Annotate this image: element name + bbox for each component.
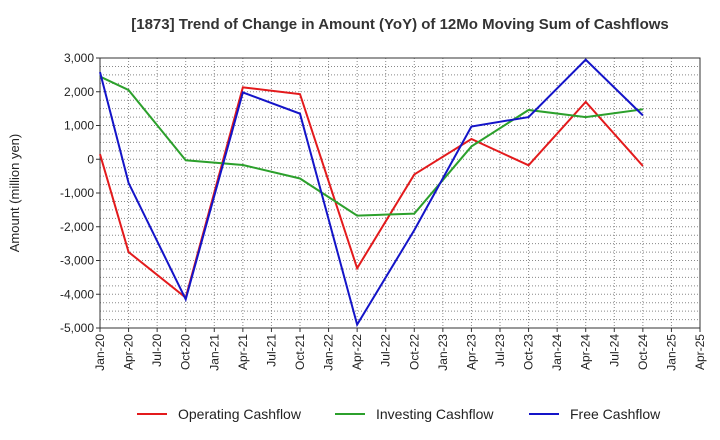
x-tick-label: Jul-24	[607, 334, 621, 367]
x-tick-label: Apr-22	[350, 334, 364, 370]
y-tick-label: 2,000	[64, 85, 94, 99]
x-tick-label: Apr-21	[236, 334, 250, 370]
x-tick-label: Apr-24	[579, 334, 593, 370]
x-tick-label: Apr-25	[693, 334, 707, 370]
y-axis-label: Amount (million yen)	[7, 134, 22, 253]
x-tick-label: Apr-20	[122, 334, 136, 370]
x-tick-label: Jul-21	[264, 334, 278, 367]
y-tick-label: -3,000	[60, 254, 94, 268]
legend: Operating Cashflow Investing Cashflow Free…	[137, 406, 661, 422]
x-tick-label: Oct-20	[179, 334, 193, 370]
y-tick-label: 3,000	[64, 51, 94, 65]
x-tick-label: Jan-24	[550, 334, 564, 371]
x-axis-ticks: Jan-20 Apr-20 Jul-20 Oct-20 Jan-21 Apr-21 Jul-…	[93, 328, 707, 371]
y-tick-label: 1,000	[64, 119, 94, 133]
x-tick-label: Jan-25	[664, 334, 678, 371]
series-line-operating-cashflow	[99, 86, 644, 300]
x-tick-label: Jan-21	[207, 334, 221, 371]
x-tick-label: Jul-22	[379, 334, 393, 367]
x-tick-label: Oct-21	[293, 334, 307, 370]
series-line-investing-cashflow	[99, 75, 643, 217]
x-tick-label: Apr-23	[464, 334, 478, 370]
legend-label-free-cashflow: Free Cashflow	[570, 406, 661, 422]
legend-label-investing-cashflow: Investing Cashflow	[376, 406, 494, 422]
y-tick-label: -2,000	[60, 220, 94, 234]
y-tick-label: -4,000	[60, 287, 94, 301]
y-tick-label: -1,000	[60, 186, 94, 200]
x-tick-label: Jul-20	[150, 334, 164, 367]
x-tick-label: Jul-23	[493, 334, 507, 367]
x-tick-label: Jan-20	[93, 334, 107, 371]
y-axis-ticks: 3,000 2,000 1,000 0 -1,000 -2,000 -3,000 -4,000…	[60, 51, 100, 335]
series-line-free-cashflow	[99, 58, 644, 328]
chart-title: [1873] Trend of Change in Amount (YoY) o…	[131, 16, 669, 33]
y-tick-label: 0	[87, 152, 94, 166]
x-tick-label: Oct-24	[636, 334, 650, 370]
x-tick-label: Jan-23	[436, 334, 450, 371]
legend-label-operating-cashflow: Operating Cashflow	[178, 406, 302, 422]
y-tick-label: -5,000	[60, 321, 94, 335]
x-tick-label: Oct-22	[407, 334, 421, 370]
x-tick-label: Jan-22	[322, 334, 336, 371]
x-tick-label: Oct-23	[522, 334, 536, 370]
series-layer	[99, 58, 644, 328]
